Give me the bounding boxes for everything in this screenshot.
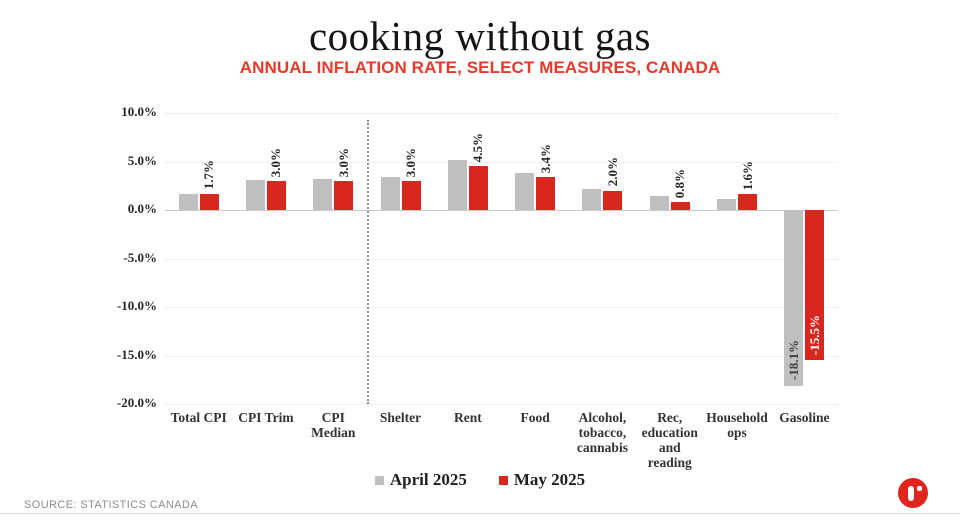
bar-may (805, 210, 825, 361)
category-label-line: CPI (321, 410, 345, 425)
category-label-line: Shelter (379, 410, 422, 425)
bar-value-label: -15.5% (806, 315, 822, 356)
logo-r-dot (917, 486, 922, 491)
bar-april (515, 173, 535, 210)
category-label-line: cannabis (576, 440, 628, 455)
bar-april (582, 188, 602, 210)
reuters-logo-icon (898, 478, 928, 508)
bar-may (266, 180, 286, 210)
bar-may (536, 177, 556, 210)
bar-value-label: 1.7% (201, 160, 217, 190)
bar-april (380, 177, 400, 210)
bottom-rule (0, 513, 960, 514)
bar-april (447, 159, 467, 210)
category-label: Food (494, 410, 577, 425)
bar-april (245, 179, 265, 210)
plot-area: 1.7% 3.0% 3.0% 3.0% 4.5% 3.4% 2.0% 0.8% 1.6% -18.… (165, 113, 838, 405)
gridline (165, 307, 838, 308)
bar-value-label: 2.0% (604, 157, 620, 187)
y-axis-tick-label: 5.0% (127, 152, 157, 168)
category-label-line: and (658, 440, 681, 455)
bar-value-label: 4.5% (470, 133, 486, 163)
category-label: Household ops (695, 410, 778, 440)
gridline (165, 404, 838, 405)
gridline (165, 355, 838, 357)
bar-april (313, 178, 333, 210)
legend: April 2025 May 2025 (0, 470, 960, 490)
bar-april (649, 196, 669, 210)
legend-swatch-icon (498, 475, 508, 485)
bar-april (178, 193, 198, 210)
bar-may (603, 190, 623, 210)
y-axis-tick-label: 0.0% (127, 201, 157, 216)
bar-value-label: 3.0% (268, 147, 284, 177)
bar-may (199, 193, 219, 210)
legend-item: May 2025 (498, 470, 586, 490)
bar-may (401, 180, 421, 210)
bar-value-label: 3.4% (537, 143, 553, 174)
logo-r-stem (908, 486, 914, 501)
category-label-line: Total CPI (170, 410, 227, 425)
bar-may (468, 166, 488, 210)
bar-may (334, 180, 354, 210)
legend-swatch-icon (374, 475, 384, 485)
category-label-line: tobacco, (578, 425, 627, 440)
category-label: Total CPI (157, 410, 240, 425)
bar-may (738, 194, 758, 210)
category-label: Rec, education and reading (628, 410, 711, 470)
gridline (165, 161, 838, 163)
legend-label: May 2025 (513, 470, 586, 489)
legend-item: April 2025 (374, 470, 467, 490)
bar-value-label: 3.0% (403, 147, 419, 177)
category-label-line: Food (520, 410, 550, 425)
category-label: Shelter (359, 410, 442, 425)
category-label-line: CPI Trim (238, 410, 294, 425)
y-axis-tick-label: -10.0% (116, 298, 157, 313)
y-axis-tick-label: -15.0% (116, 346, 157, 362)
legend-label: April 2025 (389, 470, 467, 489)
y-axis-tick-label: -5.0% (123, 249, 157, 265)
category-label-line: Household (706, 410, 768, 425)
y-axis-tick-label: -20.0% (116, 395, 157, 410)
chart-subtitle: ANNUAL INFLATION RATE, SELECT MEASURES, … (239, 58, 721, 77)
bar-april (717, 199, 737, 210)
category-label-line: ops (727, 425, 747, 440)
category-label-line: Gasoline (779, 410, 830, 425)
series-divider (366, 120, 369, 404)
category-label: CPI Trim (224, 410, 307, 425)
source-note: SOURCE: STATISTICS CANADA (24, 499, 199, 511)
bar-value-label: 1.6% (739, 161, 755, 191)
chart-title: cooking without gas (308, 13, 652, 59)
category-label: Rent (426, 410, 509, 425)
bar-value-label: 3.0% (335, 147, 351, 177)
bar-value-label: 0.8% (672, 169, 688, 199)
category-label-line: education (641, 425, 698, 440)
category-label: Alcohol, tobacco, cannabis (561, 410, 644, 455)
category-label-line: reading (647, 455, 692, 470)
category-label-line: Rent (453, 410, 482, 425)
bar-value-label: -18.1% (785, 340, 801, 381)
gridline (165, 258, 838, 260)
gridline (165, 113, 838, 114)
bar-may (670, 202, 690, 210)
category-label-line: Rec, (657, 410, 683, 425)
category-label-line: Alcohol, (578, 410, 627, 425)
category-label: Gasoline (763, 410, 846, 425)
category-label: CPI Median (292, 410, 375, 440)
y-axis-tick-label: 10.0% (121, 104, 157, 119)
bar-april (784, 210, 804, 386)
category-label-line: Median (311, 425, 356, 440)
zero-axis-line (165, 210, 838, 211)
